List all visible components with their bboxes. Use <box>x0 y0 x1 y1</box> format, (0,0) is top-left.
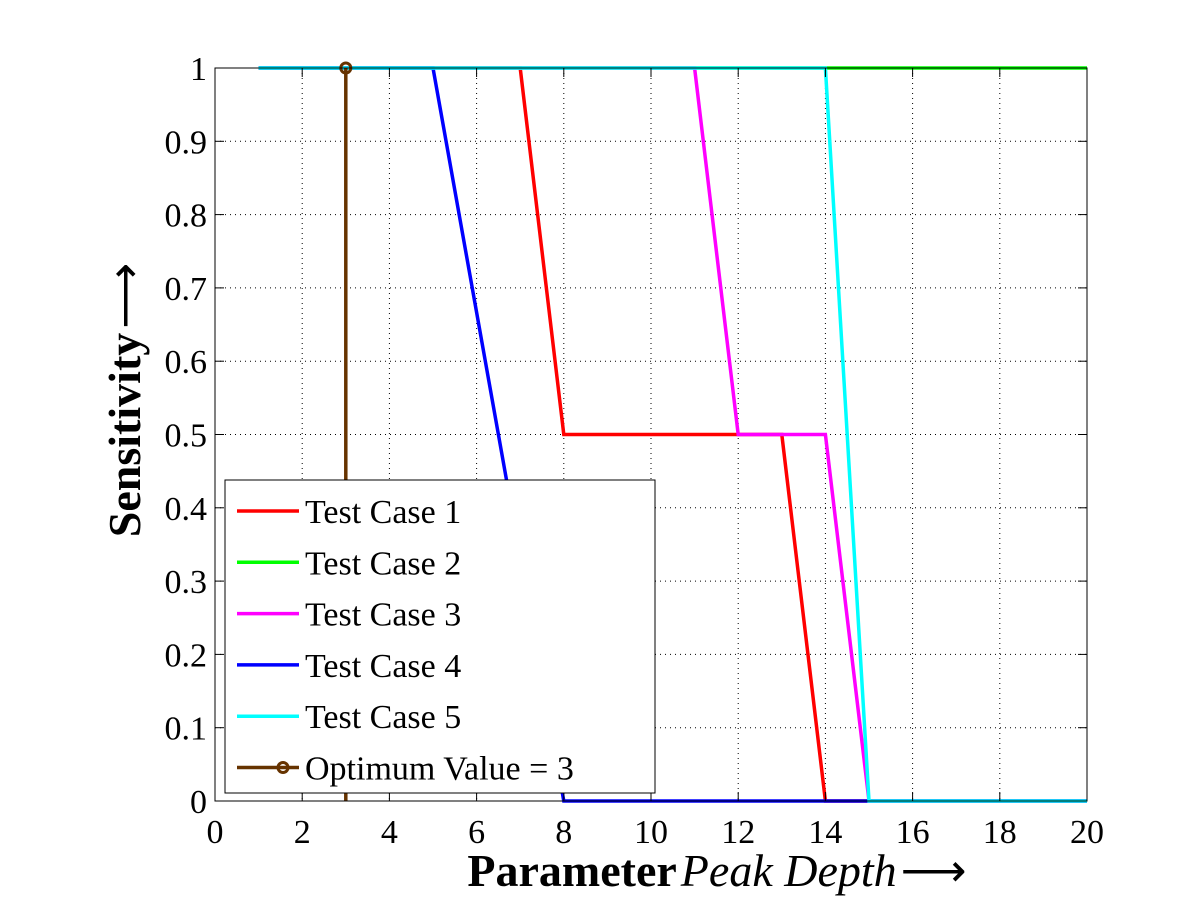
x-tick-label: 18 <box>983 814 1017 851</box>
legend-marker-optimum <box>276 761 290 774</box>
legend-label-2: Test Case 2 <box>305 545 461 582</box>
axes-frame <box>214 67 1088 802</box>
legend: Test Case 1 Test Case 2 Test Case 3 Test Ca… <box>224 479 656 794</box>
x-tick-label: 12 <box>721 814 755 851</box>
y-tick-label: 1 <box>190 51 207 88</box>
x-axis-label-italic: Peak Depth <box>680 845 897 896</box>
y-tick-label: 0.4 <box>165 491 208 528</box>
y-tick-label: 0.5 <box>165 418 208 455</box>
y-tick-label: 0.1 <box>165 711 208 748</box>
x-tick-label: 16 <box>896 814 930 851</box>
tick-labels: 0 2 4 6 8 10 12 14 16 18 20 0 0.1 0.2 0.3 0.4 0.5 0.6 0.7 0… <box>165 51 1105 851</box>
x-tick-label: 4 <box>381 814 398 851</box>
x-axis-label: Parameter Peak Depth ⟶ <box>467 845 966 896</box>
y-tick-label: 0.9 <box>165 124 208 161</box>
legend-label-5: Test Case 5 <box>305 699 461 736</box>
legend-label-4: Test Case 4 <box>305 648 461 685</box>
x-tick-label: 6 <box>468 814 485 851</box>
x-axis-arrow: ⟶ <box>901 845 967 896</box>
legend-label-3: Test Case 3 <box>305 597 461 634</box>
y-axis-label-bold: Sensitivity <box>99 333 150 537</box>
y-tick-label: 0.3 <box>165 564 208 601</box>
x-axis-label-bold: Parameter <box>467 845 676 896</box>
x-tick-label: 14 <box>808 814 842 851</box>
legend-box <box>224 479 656 794</box>
x-tick-label: 8 <box>555 814 572 851</box>
x-tick-label: 2 <box>294 814 311 851</box>
legend-label-6: Optimum Value = 3 <box>305 751 574 788</box>
y-tick-label: 0.8 <box>165 198 208 235</box>
legend-label-1: Test Case 1 <box>305 494 461 531</box>
y-tick-label: 0 <box>190 784 207 821</box>
x-tick-label: 20 <box>1070 814 1104 851</box>
y-tick-label: 0.2 <box>165 637 208 674</box>
y-tick-label: 0.7 <box>165 271 208 308</box>
x-tick-label: 10 <box>634 814 668 851</box>
y-axis-arrow: ⟶ <box>99 263 150 329</box>
y-axis-label: Sensitivity ⟶ <box>99 263 150 537</box>
y-tick-label: 0.6 <box>165 344 208 381</box>
x-tick-label: 0 <box>207 814 224 851</box>
